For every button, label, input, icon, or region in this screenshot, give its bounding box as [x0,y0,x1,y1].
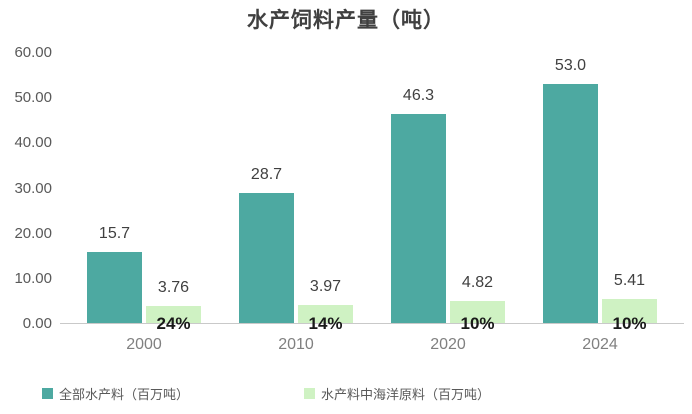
legend-item-marine: 水产料中海洋原料（百万吨） [304,384,490,403]
y-axis: 60.00 50.00 40.00 30.00 20.00 10.00 0.00 [0,0,52,414]
percent-label: 14% [308,314,343,333]
category-label: 2020 [430,336,466,353]
bar-marine: 3.76 24% [146,279,201,333]
value-label: 3.97 [309,278,342,296]
category-label: 2000 [126,336,162,353]
percent-label: 10% [612,314,647,333]
y-tick-label: 0.00 [22,315,52,332]
bar-total: 15.7 [87,225,142,323]
value-label: 46.3 [402,86,435,104]
bar-total: 53.0 [543,57,598,323]
chart-title: 水产饲料产量（吨） [247,9,445,32]
y-tick-label: 50.00 [14,89,52,107]
legend-label: 全部水产料（百万吨） [59,387,190,402]
bar-marine: 4.82 10% [450,274,505,333]
bar-marine: 3.97 14% [298,278,353,333]
percent-label: 10% [460,314,495,333]
plot-area: 15.7 3.76 24% 2000 28.7 3.97 14% 2010 46.3 4.82 10… [60,53,684,353]
legend-item-total: 全部水产料（百万吨） [42,384,189,403]
category-label: 2010 [278,336,314,353]
y-tick-label: 20.00 [14,224,52,242]
percent-label: 24% [156,314,191,333]
category-label: 2024 [582,336,618,353]
legend-swatch-icon [42,388,53,399]
legend: 全部水产料（百万吨） 水产料中海洋原料（百万吨） [42,384,490,403]
value-label: 15.7 [98,225,131,243]
value-label: 4.82 [461,274,494,292]
value-label: 3.76 [157,279,190,297]
y-tick-label: 40.00 [14,134,52,152]
y-tick-label: 30.00 [14,179,52,197]
value-label: 28.7 [250,166,283,184]
legend-swatch-icon [304,388,316,399]
bar-marine: 5.41 10% [602,272,657,333]
bar-group-2020: 46.3 4.82 10% 2020 [391,87,505,353]
y-tick-label: 60.00 [14,44,52,61]
value-label: 53.0 [554,56,587,74]
value-label: 5.41 [613,271,646,289]
bar-group-2024: 53.0 5.41 10% 2024 [543,57,657,353]
bar-group-2010: 28.7 3.97 14% 2010 [239,166,353,353]
y-tick-label: 10.00 [14,269,52,287]
bar-total: 46.3 [391,87,446,323]
bar-total: 28.7 [239,166,294,323]
legend-label: 水产料中海洋原料（百万吨） [321,387,491,402]
bar-group-2000: 15.7 3.76 24% 2000 [87,225,201,353]
